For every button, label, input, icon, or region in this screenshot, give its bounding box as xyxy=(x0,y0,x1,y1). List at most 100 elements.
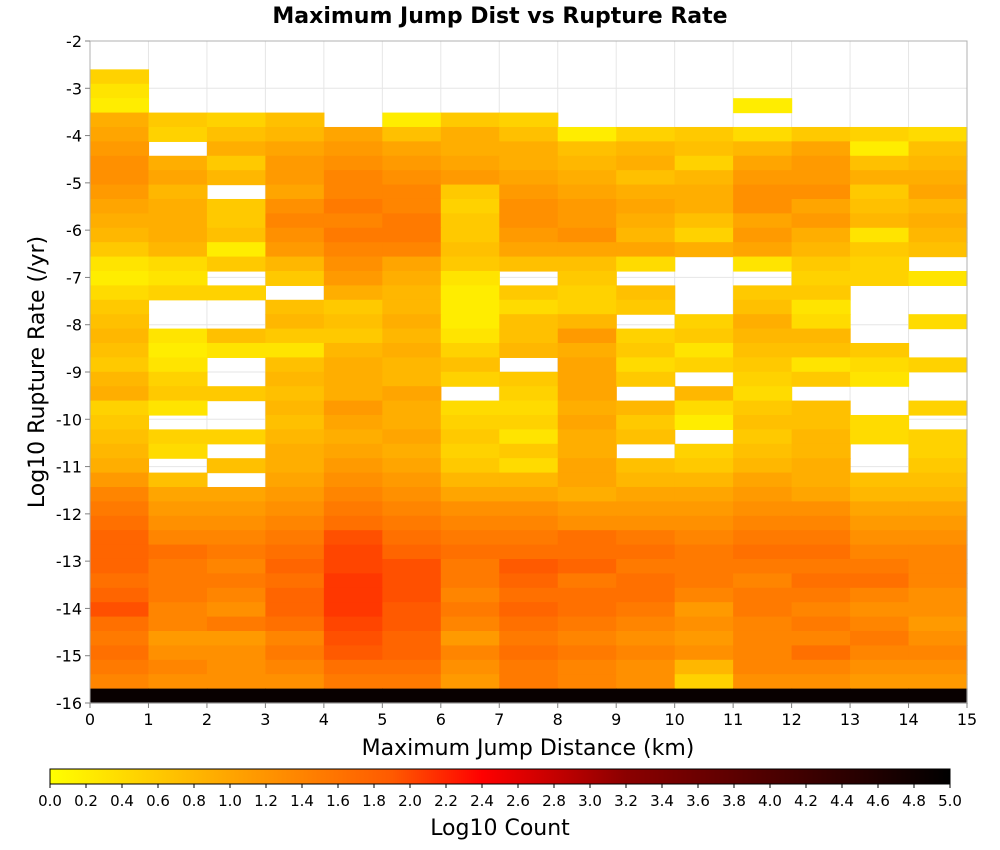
heatmap-cell xyxy=(674,357,734,373)
heatmap-cell xyxy=(850,645,910,661)
heatmap-cell xyxy=(908,213,968,229)
heatmap-cell xyxy=(382,630,442,646)
heatmap-cell xyxy=(265,126,325,142)
heatmap-cell xyxy=(616,126,676,142)
heatmap-cell xyxy=(265,112,325,128)
heatmap-cell xyxy=(440,558,500,574)
heatmap-cell xyxy=(323,141,383,157)
heatmap-cell xyxy=(616,501,676,517)
heatmap-cell xyxy=(850,501,910,517)
heatmap-cell xyxy=(616,688,676,704)
y-tick-label: -15 xyxy=(56,647,82,666)
heatmap-cell xyxy=(499,688,559,704)
heatmap-cell xyxy=(206,645,266,661)
heatmap-cell xyxy=(557,314,617,330)
heatmap-cell xyxy=(499,458,559,474)
heatmap-cell xyxy=(499,314,559,330)
heatmap-cell xyxy=(674,558,734,574)
heatmap-cell xyxy=(382,184,442,200)
heatmap-cell xyxy=(382,141,442,157)
heatmap-cell xyxy=(323,386,383,402)
heatmap-cell xyxy=(323,659,383,675)
heatmap-cell xyxy=(206,285,266,301)
heatmap-cell xyxy=(674,443,734,459)
heatmap-cell xyxy=(499,285,559,301)
heatmap-cell xyxy=(616,558,676,574)
colorbar-tick-label: 2.8 xyxy=(542,792,566,810)
heatmap-cell xyxy=(791,616,851,632)
heatmap-cell xyxy=(791,126,851,142)
heatmap-cell xyxy=(440,472,500,488)
heatmap-cell xyxy=(616,256,676,272)
heatmap-cell xyxy=(148,227,208,243)
heatmap-cell xyxy=(382,472,442,488)
heatmap-cell xyxy=(850,530,910,546)
heatmap-cell xyxy=(440,443,500,459)
heatmap-cell xyxy=(674,645,734,661)
heatmap-cell xyxy=(908,501,968,517)
heatmap-cell xyxy=(616,530,676,546)
y-tick-label: -3 xyxy=(66,79,82,98)
colorbar-tick-label: 0.6 xyxy=(146,792,170,810)
heatmap-cell xyxy=(791,198,851,214)
heatmap-cell xyxy=(382,328,442,344)
heatmap-cell xyxy=(499,616,559,632)
heatmap-cell xyxy=(90,558,150,574)
heatmap-cell xyxy=(90,674,150,690)
heatmap-cell xyxy=(850,213,910,229)
heatmap-cell xyxy=(265,645,325,661)
heatmap-cell xyxy=(90,314,150,330)
colorbar-tick-label: 2.6 xyxy=(506,792,530,810)
heatmap-cell xyxy=(323,256,383,272)
heatmap-cell xyxy=(90,630,150,646)
heatmap-cell xyxy=(499,587,559,603)
heatmap-cell xyxy=(557,630,617,646)
heatmap-cell xyxy=(90,342,150,358)
heatmap-cell xyxy=(850,170,910,186)
heatmap-cell xyxy=(499,659,559,675)
heatmap-cell xyxy=(733,515,793,531)
heatmap-cell xyxy=(265,299,325,315)
heatmap-cell xyxy=(499,602,559,618)
heatmap-cell xyxy=(557,213,617,229)
heatmap-cell xyxy=(382,170,442,186)
heatmap-cell xyxy=(265,587,325,603)
heatmap-cell xyxy=(206,501,266,517)
heatmap-cell xyxy=(616,429,676,445)
heatmap-cell xyxy=(440,573,500,589)
heatmap-cell xyxy=(323,371,383,387)
heatmap-cell xyxy=(908,558,968,574)
heatmap-cell xyxy=(265,184,325,200)
heatmap-cell xyxy=(908,573,968,589)
heatmap-cell xyxy=(674,314,734,330)
heatmap-cell xyxy=(499,342,559,358)
heatmap-cell xyxy=(148,184,208,200)
heatmap-cell xyxy=(148,630,208,646)
heatmap-cell xyxy=(557,443,617,459)
heatmap-cell xyxy=(616,328,676,344)
heatmap-cell xyxy=(265,530,325,546)
heatmap-cell xyxy=(265,558,325,574)
heatmap-cell xyxy=(265,386,325,402)
heatmap-cell xyxy=(908,674,968,690)
heatmap-cell xyxy=(733,357,793,373)
colorbar-tick-label: 0.8 xyxy=(182,792,206,810)
heatmap-cell xyxy=(440,270,500,286)
heatmap-cell xyxy=(557,299,617,315)
heatmap-cell xyxy=(382,602,442,618)
heatmap-cell xyxy=(148,443,208,459)
heatmap-cell xyxy=(908,587,968,603)
heatmap-cell xyxy=(382,414,442,430)
heatmap-cell xyxy=(440,314,500,330)
heatmap-cell xyxy=(90,170,150,186)
heatmap-cell xyxy=(674,198,734,214)
heatmap-cell xyxy=(382,645,442,661)
heatmap-cell xyxy=(440,630,500,646)
x-tick-label: 3 xyxy=(260,710,270,729)
heatmap-cell xyxy=(90,126,150,142)
heatmap-cell xyxy=(733,386,793,402)
heatmap-cell xyxy=(206,530,266,546)
heatmap-cell xyxy=(148,486,208,502)
heatmap-cell xyxy=(733,573,793,589)
